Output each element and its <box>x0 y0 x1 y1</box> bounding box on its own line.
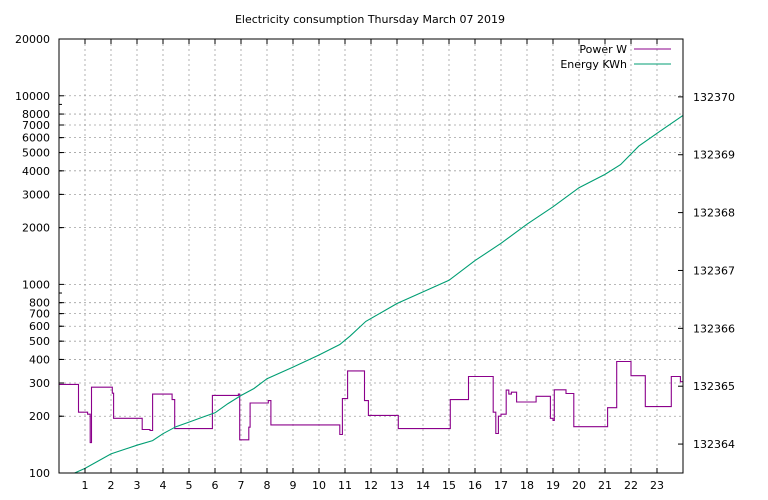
x-tick-label: 9 <box>290 479 297 492</box>
y-tick-label: 800 <box>29 297 50 310</box>
x-tick-label: 16 <box>468 479 482 492</box>
y-tick-label: 5000 <box>22 147 50 160</box>
x-tick-label: 22 <box>624 479 638 492</box>
chart-title: Electricity consumption Thursday March 0… <box>235 13 505 26</box>
x-tick-label: 23 <box>650 479 664 492</box>
series-line-2 <box>74 114 684 474</box>
y-tick-label: 10000 <box>15 90 50 103</box>
x-tick-label: 5 <box>186 479 193 492</box>
y2-tick-label: 132370 <box>693 91 735 104</box>
x-tick-label: 19 <box>546 479 560 492</box>
axes: 1 2 3 4 5 6 7 8 9 10 11 12 13 14 15 16 17 18 19 20 21 22 23100… <box>15 33 735 492</box>
x-tick-label: 18 <box>520 479 534 492</box>
x-tick-label: 15 <box>442 479 456 492</box>
y-tick-label: 100 <box>29 467 50 480</box>
y-tick-label: 400 <box>29 353 50 366</box>
legend: Power W Energy KWh <box>560 43 671 71</box>
y-tick-label: 200 <box>29 410 50 423</box>
x-tick-label: 17 <box>494 479 508 492</box>
legend-label: Energy KWh <box>560 58 627 71</box>
x-tick-label: 2 <box>108 479 115 492</box>
y-tick-label: 700 <box>29 308 50 321</box>
legend-label: Power W <box>579 43 627 56</box>
x-tick-label: 3 <box>134 479 141 492</box>
x-tick-label: 12 <box>364 479 378 492</box>
y-tick-label: 3000 <box>22 188 50 201</box>
x-tick-label: 20 <box>572 479 586 492</box>
y2-tick-label: 132368 <box>693 207 735 220</box>
y2-tick-label: 132369 <box>693 149 735 162</box>
y2-tick-label: 132365 <box>693 380 735 393</box>
y-tick-label: 500 <box>29 335 50 348</box>
y-tick-label: 6000 <box>22 132 50 145</box>
x-tick-label: 21 <box>598 479 612 492</box>
y-tick-label: 300 <box>29 377 50 390</box>
x-tick-label: 7 <box>238 479 245 492</box>
y-tick-label: 7000 <box>22 119 50 132</box>
x-tick-label: 1 <box>82 479 89 492</box>
plot-series <box>59 114 684 474</box>
y2-tick-label: 132364 <box>693 438 735 451</box>
grid <box>59 38 683 474</box>
x-tick-label: 13 <box>390 479 404 492</box>
y-tick-label: 8000 <box>22 108 50 121</box>
x-tick-label: 4 <box>160 479 167 492</box>
x-tick-label: 14 <box>416 479 430 492</box>
y-tick-label: 20000 <box>15 33 50 46</box>
y-tick-label: 1000 <box>22 278 50 291</box>
x-tick-label: 10 <box>312 479 326 492</box>
x-tick-label: 6 <box>212 479 219 492</box>
y2-tick-label: 132367 <box>693 264 735 277</box>
x-tick-label: 11 <box>338 479 352 492</box>
series-line-1 <box>59 360 683 444</box>
y-tick-label: 2000 <box>22 222 50 235</box>
y2-tick-label: 132366 <box>693 322 735 335</box>
x-tick-label: 8 <box>264 479 271 492</box>
y-tick-label: 4000 <box>22 165 50 178</box>
y-tick-label: 600 <box>29 320 50 333</box>
